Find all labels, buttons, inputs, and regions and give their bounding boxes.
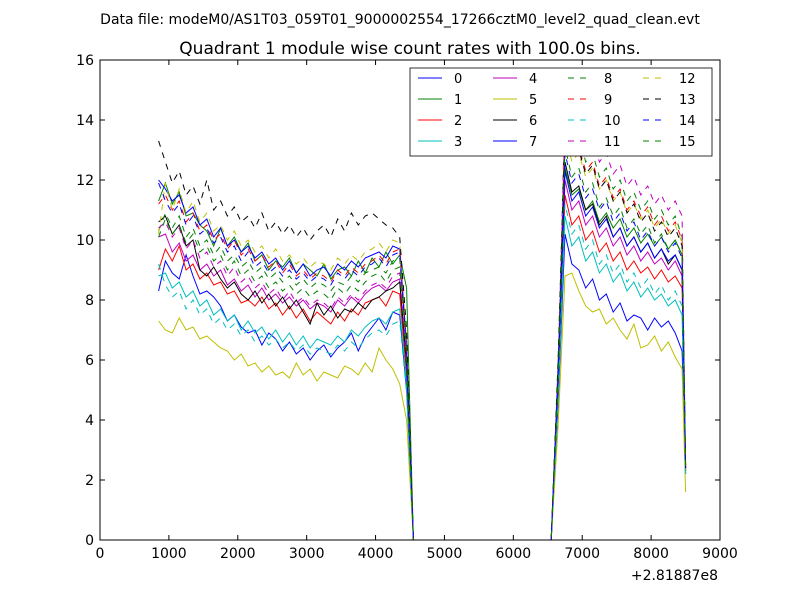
y-tick-label: 12 bbox=[76, 173, 94, 189]
legend-label-15: 15 bbox=[679, 135, 696, 150]
x-tick-label: 6000 bbox=[496, 546, 532, 562]
x-tick-label: 4000 bbox=[358, 546, 394, 562]
legend-label-8: 8 bbox=[604, 72, 612, 87]
x-tick-label: 8000 bbox=[633, 546, 669, 562]
legend-frame bbox=[409, 67, 713, 157]
x-tick-label: 9000 bbox=[702, 546, 738, 562]
legend-label-3: 3 bbox=[454, 135, 462, 150]
series-layer bbox=[158, 98, 687, 540]
y-tick-label: 2 bbox=[85, 473, 94, 489]
series-line-14 bbox=[158, 152, 687, 540]
series-line-7 bbox=[158, 170, 687, 540]
chart-title: Quadrant 1 module wise count rates with … bbox=[179, 39, 640, 59]
y-tick-label: 0 bbox=[85, 533, 94, 549]
x-tick-label: 2000 bbox=[220, 546, 256, 562]
x-tick-label: 1000 bbox=[151, 546, 187, 562]
x-tick-label: 7000 bbox=[564, 546, 600, 562]
series-line-3 bbox=[158, 215, 687, 540]
legend-label-9: 9 bbox=[604, 93, 612, 108]
series-line-10 bbox=[158, 203, 687, 540]
y-tick-label: 8 bbox=[85, 293, 94, 309]
legend-label-6: 6 bbox=[529, 114, 537, 129]
x-tick-label: 3000 bbox=[289, 546, 325, 562]
y-tick-label: 6 bbox=[85, 353, 94, 369]
series-line-8 bbox=[158, 113, 687, 540]
x-tick-label: 0 bbox=[96, 546, 105, 562]
legend-label-5: 5 bbox=[529, 93, 537, 108]
legend-label-12: 12 bbox=[679, 72, 696, 87]
series-line-5 bbox=[158, 272, 687, 540]
legend-label-11: 11 bbox=[604, 135, 621, 150]
legend-label-13: 13 bbox=[679, 93, 696, 108]
legend-label-14: 14 bbox=[679, 114, 696, 129]
legend-label-0: 0 bbox=[454, 72, 462, 87]
legend-label-7: 7 bbox=[529, 135, 537, 150]
y-tick-label: 14 bbox=[76, 113, 94, 129]
ticks-layer: 0 1000 2000 3000 4000 5000 6000 7000 8000 9000 0 2 4… bbox=[76, 53, 738, 562]
legend-label-2: 2 bbox=[454, 114, 462, 129]
y-tick-label: 16 bbox=[76, 53, 94, 69]
x-tick-label: 5000 bbox=[427, 546, 463, 562]
x-offset-label: +2.81887e8 bbox=[631, 568, 718, 584]
series-line-4 bbox=[158, 179, 687, 540]
legend-label-1: 1 bbox=[454, 93, 462, 108]
legend-label-10: 10 bbox=[604, 114, 621, 129]
y-tick-label: 4 bbox=[85, 413, 94, 429]
series-line-13 bbox=[158, 125, 687, 540]
chart-suptitle: Data file: modeM0/AS1T03_059T01_90000025… bbox=[100, 12, 700, 28]
legend-label-4: 4 bbox=[529, 72, 537, 87]
y-tick-label: 10 bbox=[76, 233, 94, 249]
series-line-9 bbox=[158, 122, 687, 540]
series-line-2 bbox=[158, 194, 687, 540]
series-line-12 bbox=[158, 131, 687, 540]
series-line-15 bbox=[158, 146, 687, 540]
series-line-11 bbox=[158, 98, 687, 540]
